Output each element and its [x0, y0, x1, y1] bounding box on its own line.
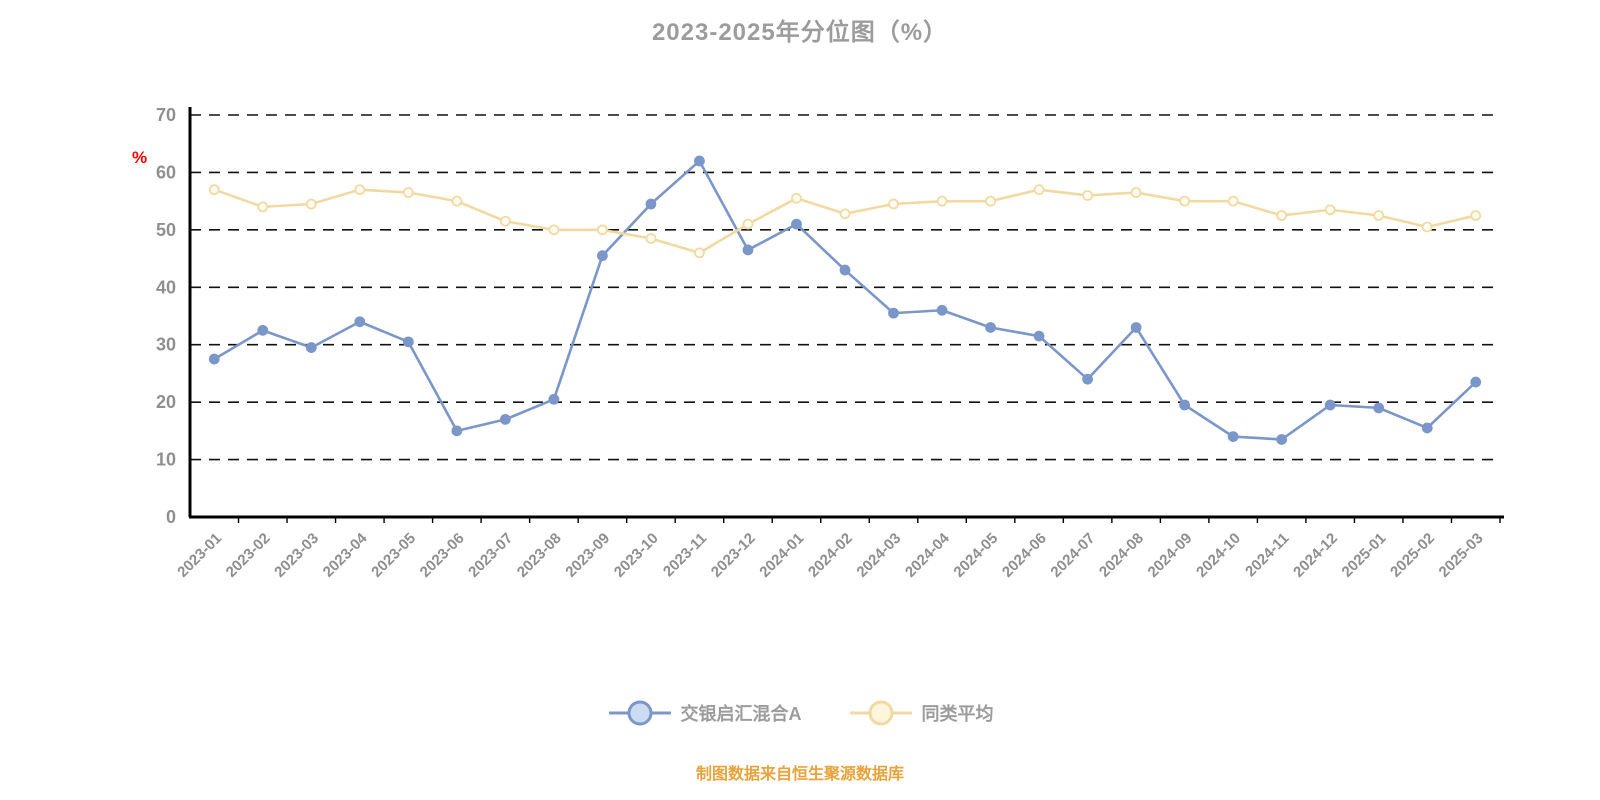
svg-text:60: 60 — [156, 162, 176, 182]
legend-item-average[interactable]: 同类平均 — [848, 698, 994, 728]
svg-text:10: 10 — [156, 450, 176, 470]
svg-text:2023-06: 2023-06 — [417, 530, 468, 581]
svg-text:2023-12: 2023-12 — [708, 530, 759, 581]
legend: 交银启汇混合A 同类平均 — [0, 698, 1600, 728]
chart-title: 2023-2025年分位图（%） — [651, 19, 949, 46]
svg-text:70: 70 — [156, 105, 176, 125]
svg-text:2023-10: 2023-10 — [611, 530, 662, 581]
svg-text:2023-02: 2023-02 — [223, 530, 274, 581]
svg-text:2024-04: 2024-04 — [902, 529, 953, 580]
svg-text:2023-09: 2023-09 — [562, 530, 613, 581]
percentile-line-chart: 0102030405060702023-012023-022023-032023… — [156, 105, 1504, 581]
fund-line-marker-icon — [608, 700, 671, 726]
legend-item-fund[interactable]: 交银启汇混合A — [607, 698, 802, 728]
svg-text:30: 30 — [156, 335, 176, 355]
svg-text:2023-03: 2023-03 — [271, 530, 322, 581]
svg-text:2024-03: 2024-03 — [853, 530, 904, 581]
svg-text:2023-07: 2023-07 — [465, 530, 516, 581]
svg-text:2023-05: 2023-05 — [368, 530, 419, 581]
svg-text:2024-11: 2024-11 — [1242, 530, 1292, 580]
svg-text:2025-03: 2025-03 — [1436, 530, 1487, 581]
svg-text:2024-05: 2024-05 — [950, 530, 1001, 581]
svg-text:2023-04: 2023-04 — [320, 529, 371, 580]
svg-text:2023-11: 2023-11 — [660, 530, 710, 580]
y-axis-unit-label: % — [132, 148, 148, 167]
svg-text:50: 50 — [156, 220, 176, 240]
data-source-caption: 制图数据来自恒生聚源数据库 — [695, 766, 904, 783]
svg-text:2023-08: 2023-08 — [514, 530, 565, 581]
svg-text:2024-12: 2024-12 — [1290, 530, 1341, 581]
legend-label-fund: 交银启汇混合A — [680, 704, 802, 724]
svg-text:2024-01: 2024-01 — [756, 530, 807, 581]
svg-text:0: 0 — [166, 507, 176, 527]
svg-text:2025-02: 2025-02 — [1387, 530, 1438, 581]
average-line-marker-icon — [849, 700, 912, 726]
svg-text:40: 40 — [156, 277, 176, 297]
svg-text:2024-06: 2024-06 — [999, 530, 1050, 581]
svg-text:2024-08: 2024-08 — [1096, 530, 1147, 581]
svg-text:20: 20 — [156, 392, 176, 412]
svg-text:2024-07: 2024-07 — [1047, 530, 1098, 581]
svg-text:2024-09: 2024-09 — [1145, 530, 1196, 581]
svg-text:2023-01: 2023-01 — [174, 530, 225, 581]
svg-text:2024-02: 2024-02 — [805, 530, 856, 581]
svg-text:2025-01: 2025-01 — [1339, 530, 1390, 581]
svg-text:2024-10: 2024-10 — [1193, 530, 1244, 581]
legend-label-average: 同类平均 — [921, 704, 994, 724]
